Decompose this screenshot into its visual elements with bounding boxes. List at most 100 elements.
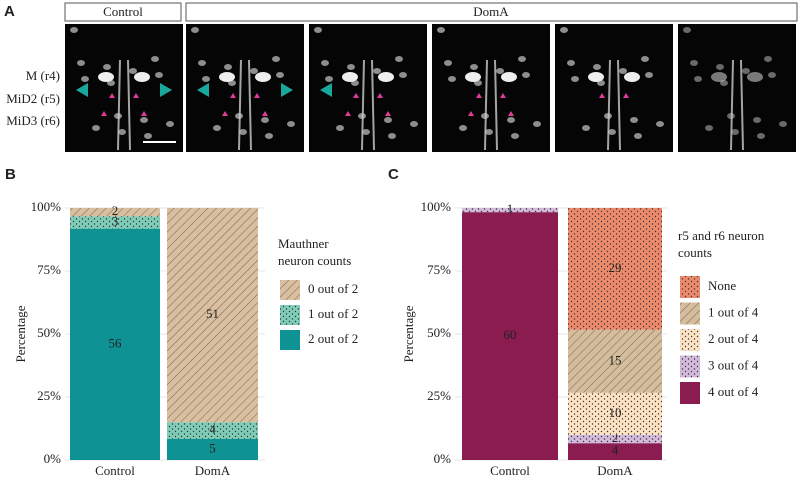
- arrowhead: [197, 83, 209, 97]
- cell: [634, 133, 642, 139]
- row-label: MiD3 (r6): [6, 113, 60, 128]
- cell: [656, 121, 664, 127]
- cell: [347, 64, 355, 70]
- y-tick-label: 100%: [31, 199, 62, 214]
- cell: [239, 129, 247, 135]
- data-label: 3: [112, 213, 119, 228]
- legend-title: r5 and r6 neuron: [678, 228, 765, 243]
- cell: [764, 56, 772, 62]
- data-label: 10: [609, 405, 622, 420]
- axon: [607, 59, 621, 151]
- legend-key-pattern: [680, 355, 700, 378]
- cell: [641, 56, 649, 62]
- arrowhead: [262, 111, 268, 116]
- data-label: 2: [112, 203, 119, 218]
- bar-segment: [70, 228, 160, 460]
- y-tick-label: 50%: [37, 325, 61, 340]
- cell: [470, 64, 478, 70]
- bar-segment: [462, 212, 558, 460]
- legend-key-pattern: [280, 305, 300, 325]
- bar-pattern: [167, 208, 258, 423]
- cell: [645, 72, 653, 78]
- cell: [630, 117, 638, 123]
- legend-key-pattern: [680, 276, 700, 298]
- cell: [250, 68, 258, 74]
- arrowhead: [508, 111, 514, 116]
- legend-key-pattern: [280, 280, 300, 300]
- arrowhead: [101, 111, 107, 116]
- legend-label: 2 out of 2: [308, 331, 358, 346]
- y-axis-label: Percentage: [401, 305, 416, 362]
- cell: [151, 56, 159, 62]
- cell: [683, 27, 691, 33]
- bar-segment: [568, 443, 662, 460]
- cell: [507, 117, 515, 123]
- y-axis-label: Percentage: [13, 305, 28, 362]
- data-label: 29: [609, 260, 622, 275]
- arrowhead: [160, 83, 172, 97]
- cell: [342, 72, 358, 82]
- cell: [571, 76, 579, 82]
- cell: [81, 76, 89, 82]
- bar-pattern: [70, 208, 160, 217]
- cell: [98, 72, 114, 82]
- legend-label: 1 out of 2: [308, 306, 358, 321]
- arrowhead: [623, 93, 629, 98]
- cell: [140, 117, 148, 123]
- cell: [608, 129, 616, 135]
- axon: [361, 59, 375, 151]
- arrowhead: [468, 111, 474, 116]
- y-tick-label: 75%: [37, 262, 61, 277]
- cell: [213, 125, 221, 131]
- cell: [485, 129, 493, 135]
- cell: [768, 72, 776, 78]
- cell: [437, 27, 445, 33]
- arrowhead: [76, 83, 88, 97]
- bar-pattern: [462, 208, 558, 213]
- arrowhead: [281, 83, 293, 97]
- axon: [238, 59, 252, 151]
- cell: [496, 68, 504, 74]
- cell: [224, 64, 232, 70]
- legend-title: Mauthner: [278, 236, 329, 251]
- cell: [459, 125, 467, 131]
- legend-key: [680, 382, 700, 404]
- cell: [272, 56, 280, 62]
- arrowhead: [230, 93, 236, 98]
- cell: [261, 117, 269, 123]
- cell: [444, 60, 452, 66]
- y-tick-label: 0%: [434, 451, 452, 466]
- cell: [103, 64, 111, 70]
- group-box: [185, 2, 798, 22]
- arrowhead: [476, 93, 482, 98]
- x-tick-label: DomA: [195, 463, 231, 478]
- row-label: M (r4): [26, 68, 60, 83]
- cell: [202, 76, 210, 82]
- y-tick-label: 25%: [427, 388, 451, 403]
- cell: [582, 125, 590, 131]
- data-label: 4: [209, 422, 216, 437]
- group-label: Control: [103, 4, 143, 19]
- micrographs: [65, 24, 796, 152]
- cell: [757, 133, 765, 139]
- cell: [378, 72, 394, 82]
- arrowhead: [599, 93, 605, 98]
- cell: [731, 129, 739, 135]
- cell: [388, 133, 396, 139]
- cell: [518, 56, 526, 62]
- cell: [448, 76, 456, 82]
- cell: [134, 72, 150, 82]
- bar-pattern: [568, 434, 662, 444]
- data-label: 60: [504, 327, 517, 342]
- cell: [373, 68, 381, 74]
- cell: [560, 27, 568, 33]
- arrowhead: [500, 93, 506, 98]
- data-label: 2: [612, 430, 619, 445]
- cell: [70, 27, 78, 33]
- cell: [77, 60, 85, 66]
- cell: [219, 72, 235, 82]
- cell: [747, 72, 763, 82]
- cell: [321, 60, 329, 66]
- group-label: DomA: [473, 4, 509, 19]
